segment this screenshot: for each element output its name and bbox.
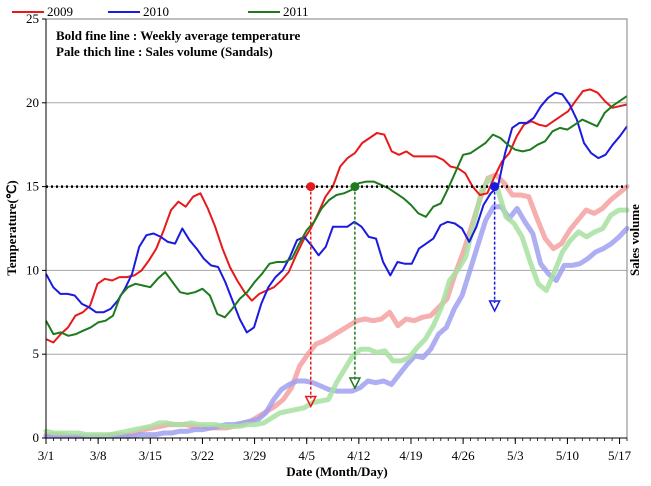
y-tick-label-10: 10 xyxy=(26,262,39,277)
x-tick-label-4/19: 4/19 xyxy=(399,448,422,463)
temperature-line-2011 xyxy=(45,95,628,337)
marker-arrow-2011 xyxy=(348,377,362,390)
temperature-line-2009 xyxy=(45,88,628,344)
x-axis-title: Date (Month/Day) xyxy=(286,464,387,479)
legend-label-2009: 2009 xyxy=(47,4,73,19)
x-tick-label-5/10: 5/10 xyxy=(556,448,579,463)
sales-line-2010 xyxy=(43,204,630,439)
note-sales: Pale thich line : Sales volume (Sandals) xyxy=(56,44,273,59)
x-tick-label-3/1: 3/1 xyxy=(38,448,55,463)
x-tick-label-4/12: 4/12 xyxy=(347,448,370,463)
legend-label-2011: 2011 xyxy=(283,4,309,19)
temperature-line-2010 xyxy=(45,91,628,334)
legend: 2009 2010 2011 xyxy=(12,4,309,19)
sales-lines xyxy=(43,172,630,439)
x-tick-label-5/17: 5/17 xyxy=(608,448,632,463)
x-tick-label-3/8: 3/8 xyxy=(90,448,107,463)
marker-dot-2011 xyxy=(350,182,360,192)
sales-line-2011 xyxy=(43,175,630,438)
y-tick-label-5: 5 xyxy=(33,346,40,361)
legend-label-2010: 2010 xyxy=(143,4,169,19)
x-tick-label-4/26: 4/26 xyxy=(452,448,476,463)
y-tick-label-20: 20 xyxy=(26,95,39,110)
x-tick-label-4/5: 4/5 xyxy=(298,448,315,463)
x-tick-label-3/15: 3/15 xyxy=(139,448,162,463)
y-tick-label-25: 25 xyxy=(26,11,39,26)
note-temperature: Bold fine line : Weekly average temperat… xyxy=(56,28,301,43)
axes: 0 5 10 15 20 25 3/1 3/8 3/15 3/22 3/29 4/5 4/12 4/19 4… xyxy=(26,11,632,463)
x-tick-label-3/29: 3/29 xyxy=(243,448,266,463)
marker-dot-2009 xyxy=(306,182,316,192)
y-axis-title-right: Sales volume xyxy=(627,204,642,276)
y-tick-label-15: 15 xyxy=(26,179,39,194)
temperature-lines xyxy=(45,88,628,344)
marker-arrow-2010 xyxy=(488,300,501,313)
y-axis-title-left: Temperature(℃) xyxy=(4,180,19,275)
x-tick-label-3/22: 3/22 xyxy=(191,448,214,463)
y-tick-label-0: 0 xyxy=(33,430,40,445)
marker-arrow-2009 xyxy=(304,395,317,409)
x-tick-label-5/3: 5/3 xyxy=(507,448,524,463)
markers xyxy=(304,182,501,409)
marker-dot-2010 xyxy=(490,182,500,192)
